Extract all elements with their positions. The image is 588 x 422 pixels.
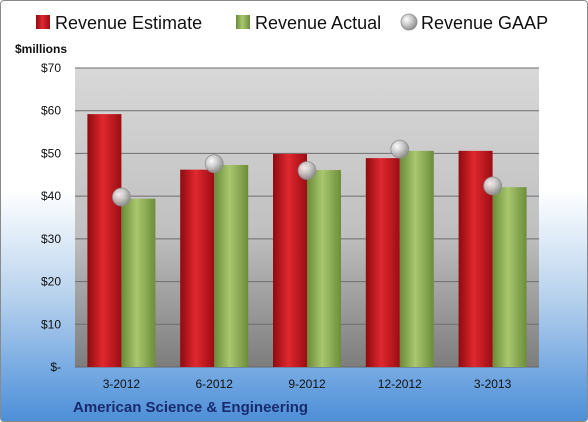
bars [87,114,527,367]
y-tick-label: $20 [41,275,61,289]
marker-revenue-gaap [483,176,503,196]
company-name: American Science & Engineering [73,399,308,416]
y-tick-label: $50 [41,146,61,160]
bar-revenue-actual [214,164,249,367]
bar-revenue-actual [492,187,527,367]
x-tick-label: 12-2012 [378,377,422,391]
y-tick-label: $60 [41,104,61,118]
y-tick-label: $40 [41,189,61,203]
bar-revenue-estimate [87,114,122,367]
legend: Revenue Estimate Revenue Actual Revenue GA… [36,13,548,33]
y-tick-label: $30 [41,232,61,246]
legend-label: Revenue GAAP [421,13,548,33]
x-tick-label: 9-2012 [288,377,326,391]
gaap-markers [112,139,503,207]
legend-label: Revenue Actual [255,13,381,33]
x-tick-label: 3-2013 [474,377,512,391]
legend-swatch-actual [236,15,250,29]
bar-revenue-actual [307,170,341,367]
bar-revenue-actual [399,150,434,367]
y-axis-unit-label: $millions [15,42,67,56]
bar-revenue-estimate [365,158,400,367]
x-axis-ticks: 3-2012 6-2012 9-2012 12-2012 3-2013 [103,377,512,391]
bar-revenue-estimate [273,153,307,367]
y-tick-label: $70 [41,61,61,75]
y-tick-label: $- [50,360,61,374]
x-tick-label: 3-2012 [103,377,141,391]
legend-swatch-estimate [36,15,50,29]
x-tick-label: 6-2012 [196,377,234,391]
marker-revenue-gaap [204,154,224,174]
bar-revenue-estimate [180,169,215,367]
marker-revenue-gaap [112,187,131,207]
marker-revenue-gaap [390,139,410,159]
bar-revenue-actual [121,198,156,367]
marker-revenue-gaap [297,161,317,180]
legend-label: Revenue Estimate [55,13,202,33]
y-axis-ticks: $- $10 $20 $30 $40 $50 $60 $70 [41,61,61,374]
legend-swatch-gaap [400,13,418,31]
y-tick-label: $10 [41,317,61,331]
